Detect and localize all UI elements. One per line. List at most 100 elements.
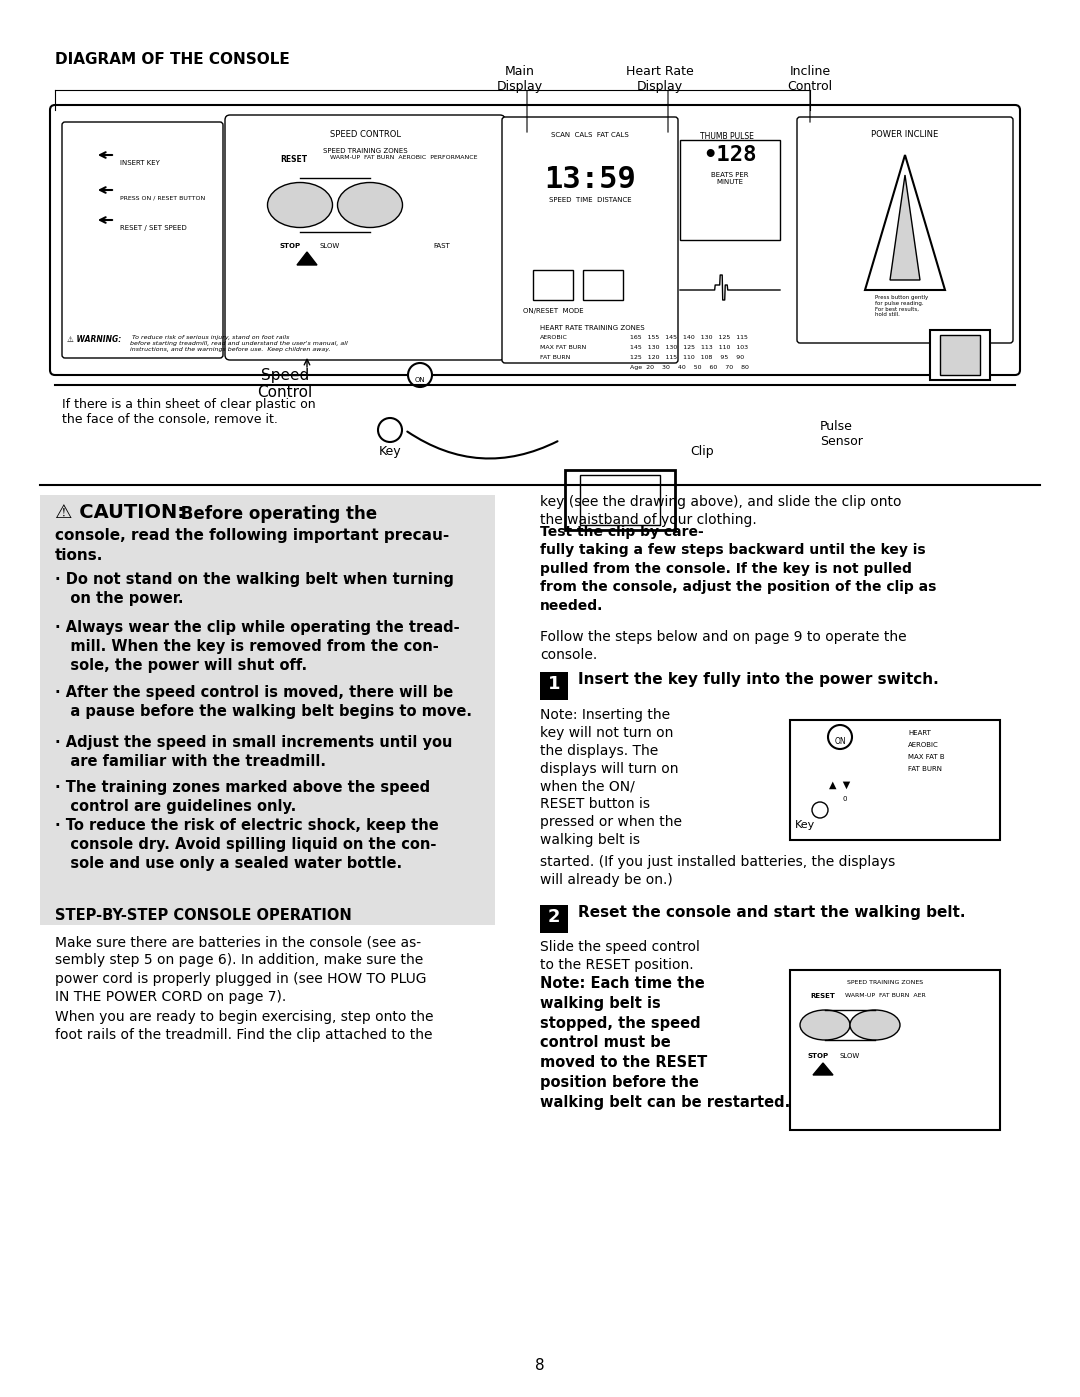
Bar xyxy=(534,270,573,300)
Text: SPEED  TIME  DISTANCE: SPEED TIME DISTANCE xyxy=(549,197,632,203)
Text: key (see the drawing above), and slide the clip onto
the waistband of your cloth: key (see the drawing above), and slide t… xyxy=(540,495,902,528)
Text: WARM-UP  FAT BURN  AEROBIC  PERFORMANCE: WARM-UP FAT BURN AEROBIC PERFORMANCE xyxy=(330,155,477,161)
Text: INSERT KEY: INSERT KEY xyxy=(120,161,160,166)
Text: Test the clip by care-
fully taking a few steps backward until the key is
pulled: Test the clip by care- fully taking a fe… xyxy=(540,525,936,613)
Text: •128: •128 xyxy=(703,145,757,165)
Text: Note: Each time the
walking belt is
stopped, the speed
control must be
moved to : Note: Each time the walking belt is stop… xyxy=(540,977,791,1109)
Text: Key: Key xyxy=(795,820,815,830)
Text: ⚠ WARNING:: ⚠ WARNING: xyxy=(67,335,121,344)
Text: Main
Display: Main Display xyxy=(497,66,543,94)
Text: ▲  ▼: ▲ ▼ xyxy=(829,780,851,789)
Text: ON: ON xyxy=(415,377,426,383)
FancyBboxPatch shape xyxy=(62,122,222,358)
Text: BEATS PER
MINUTE: BEATS PER MINUTE xyxy=(712,172,748,184)
Text: RESET: RESET xyxy=(810,993,835,999)
Ellipse shape xyxy=(337,183,403,228)
Text: Make sure there are batteries in the console (see as-
sembly step 5 on page 6). : Make sure there are batteries in the con… xyxy=(55,935,427,1004)
Text: Follow the steps below and on page 9 to operate the
console.: Follow the steps below and on page 9 to … xyxy=(540,630,906,662)
Bar xyxy=(789,970,1000,1130)
Text: POWER INCLINE: POWER INCLINE xyxy=(872,130,939,138)
Ellipse shape xyxy=(850,1010,900,1039)
Circle shape xyxy=(408,363,432,387)
Text: When you are ready to begin exercising, step onto the
foot rails of the treadmil: When you are ready to begin exercising, … xyxy=(55,1010,433,1042)
Bar xyxy=(540,905,568,933)
Text: STOP: STOP xyxy=(280,243,301,249)
Bar xyxy=(565,469,675,529)
Text: Key: Key xyxy=(379,446,402,458)
Text: HEART RATE TRAINING ZONES: HEART RATE TRAINING ZONES xyxy=(540,326,645,331)
Text: ON/RESET  MODE: ON/RESET MODE xyxy=(523,307,583,314)
Text: SCAN  CALS  FAT CALS: SCAN CALS FAT CALS xyxy=(551,131,629,138)
Text: MAX FAT B: MAX FAT B xyxy=(908,754,945,760)
Bar xyxy=(940,335,980,374)
Polygon shape xyxy=(890,175,920,279)
Text: HEART: HEART xyxy=(908,731,931,736)
Bar xyxy=(789,719,1000,840)
Text: Before operating the: Before operating the xyxy=(175,504,377,522)
Text: Press button gently
for pulse reading.
For best results,
hold still.: Press button gently for pulse reading. F… xyxy=(875,295,928,317)
Text: RESET / SET SPEED: RESET / SET SPEED xyxy=(120,225,187,231)
Circle shape xyxy=(828,725,852,749)
Text: WARM-UP  FAT BURN  AER: WARM-UP FAT BURN AER xyxy=(845,993,926,997)
Text: To reduce risk of serious injury, stand on foot rails
before starting treadmill,: To reduce risk of serious injury, stand … xyxy=(130,335,348,352)
Text: THUMB PULSE: THUMB PULSE xyxy=(700,131,754,141)
Polygon shape xyxy=(865,155,945,291)
Text: 165   155   145   140   130   125   115: 165 155 145 140 130 125 115 xyxy=(630,335,747,339)
Text: FAT BURN: FAT BURN xyxy=(908,766,942,773)
Text: 125   120   115   110   108    95    90: 125 120 115 110 108 95 90 xyxy=(630,355,744,360)
Text: console, read the following important precau-
tions.: console, read the following important pr… xyxy=(55,528,449,563)
Text: · To reduce the risk of electric shock, keep the
   console dry. Avoid spilling : · To reduce the risk of electric shock, … xyxy=(55,819,438,872)
Text: Slide the speed control
to the RESET position.: Slide the speed control to the RESET pos… xyxy=(540,940,700,972)
Text: 2: 2 xyxy=(548,908,561,926)
Text: · Adjust the speed in small increments until you
   are familiar with the treadm: · Adjust the speed in small increments u… xyxy=(55,735,453,770)
Ellipse shape xyxy=(800,1010,850,1039)
Text: FAT BURN: FAT BURN xyxy=(540,355,570,360)
Text: SPEED TRAINING ZONES: SPEED TRAINING ZONES xyxy=(847,981,923,985)
Text: STEP-BY-STEP CONSOLE OPERATION: STEP-BY-STEP CONSOLE OPERATION xyxy=(55,908,352,923)
Bar xyxy=(583,270,623,300)
Text: · The training zones marked above the speed
   control are guidelines only.: · The training zones marked above the sp… xyxy=(55,780,430,814)
Text: RESET: RESET xyxy=(280,155,307,163)
FancyBboxPatch shape xyxy=(50,105,1020,374)
Text: · Always wear the clip while operating the tread-
   mill. When the key is remov: · Always wear the clip while operating t… xyxy=(55,620,460,673)
Bar xyxy=(680,140,780,240)
FancyBboxPatch shape xyxy=(797,117,1013,344)
Bar xyxy=(930,330,990,380)
Text: If there is a thin sheet of clear plastic on
the face of the console, remove it.: If there is a thin sheet of clear plasti… xyxy=(62,398,315,426)
Bar xyxy=(540,672,568,700)
Text: Heart Rate
Display: Heart Rate Display xyxy=(626,66,693,94)
Text: · Do not stand on the walking belt when turning
   on the power.: · Do not stand on the walking belt when … xyxy=(55,571,454,606)
Text: MAX FAT BURN: MAX FAT BURN xyxy=(540,345,586,351)
Text: Reset the console and start the walking belt.: Reset the console and start the walking … xyxy=(578,905,966,921)
Text: DIAGRAM OF THE CONSOLE: DIAGRAM OF THE CONSOLE xyxy=(55,52,289,67)
FancyBboxPatch shape xyxy=(225,115,505,360)
Text: SLOW: SLOW xyxy=(840,1053,861,1059)
Text: ON: ON xyxy=(834,738,846,746)
Text: started. (If you just installed batteries, the displays
will already be on.): started. (If you just installed batterie… xyxy=(540,855,895,887)
Text: 1: 1 xyxy=(548,675,561,693)
Ellipse shape xyxy=(268,183,333,228)
Text: AEROBIC: AEROBIC xyxy=(540,335,568,339)
Text: SLOW: SLOW xyxy=(320,243,340,249)
Text: SPEED TRAINING ZONES: SPEED TRAINING ZONES xyxy=(323,148,407,154)
Text: · After the speed control is moved, there will be
   a pause before the walking : · After the speed control is moved, ther… xyxy=(55,685,472,719)
Bar xyxy=(580,475,660,525)
Text: Pulse
Sensor: Pulse Sensor xyxy=(820,420,863,448)
Text: Note: Inserting the
key will not turn on
the displays. The
displays will turn on: Note: Inserting the key will not turn on… xyxy=(540,708,681,847)
Text: Speed
Control: Speed Control xyxy=(257,367,312,401)
Text: Insert the key fully into the power switch.: Insert the key fully into the power swit… xyxy=(578,672,939,687)
Text: 13:59: 13:59 xyxy=(544,165,636,194)
Text: 8: 8 xyxy=(536,1358,544,1373)
Text: SPEED CONTROL: SPEED CONTROL xyxy=(329,130,401,138)
Text: ⚠ CAUTION:: ⚠ CAUTION: xyxy=(55,503,185,522)
Circle shape xyxy=(378,418,402,441)
Text: PRESS ON / RESET BUTTON: PRESS ON / RESET BUTTON xyxy=(120,196,205,200)
Text: FAST: FAST xyxy=(433,243,450,249)
Text: Incline
Control: Incline Control xyxy=(787,66,833,94)
FancyBboxPatch shape xyxy=(40,495,495,925)
Polygon shape xyxy=(297,251,318,265)
Text: AEROBIC: AEROBIC xyxy=(908,742,939,747)
Text: Age  20    30    40    50    60    70    80: Age 20 30 40 50 60 70 80 xyxy=(630,365,748,370)
Text: 0: 0 xyxy=(842,796,847,802)
Polygon shape xyxy=(813,1063,833,1076)
